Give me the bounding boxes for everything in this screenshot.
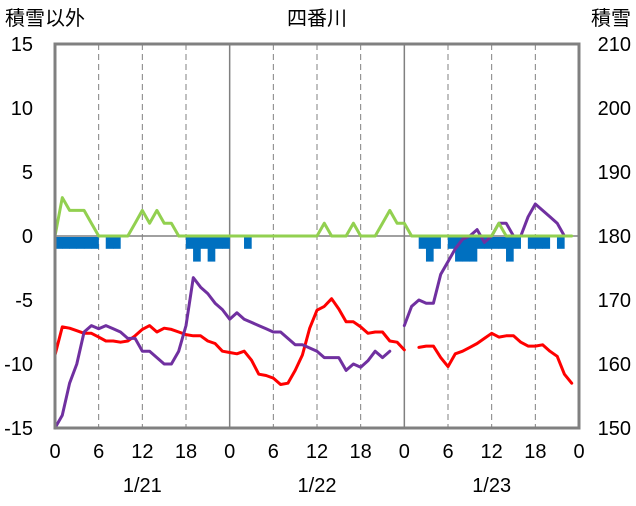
day-label: 1/23 [472, 475, 511, 497]
left-tick-labels: 15 10 5 0 -5 -10 -15 [4, 34, 33, 440]
left-tick-label: 5 [22, 162, 33, 184]
right-tick-label: 180 [598, 226, 631, 248]
precipitation-bar [244, 237, 252, 249]
x-tick-label: 18 [350, 441, 372, 463]
series-line [53, 196, 574, 238]
right-tick-label: 210 [598, 34, 631, 56]
x-tick-label: 12 [306, 441, 328, 463]
day-label: 1/22 [298, 475, 337, 497]
precipitation-bar [105, 237, 114, 249]
left-tick-label: -10 [4, 354, 33, 376]
precipitation-bar [113, 237, 121, 249]
precipitation-bar [69, 237, 78, 249]
x-tick-label: 12 [481, 441, 503, 463]
x-tick-label: 18 [524, 441, 546, 463]
day-label: 1/21 [123, 475, 162, 497]
plot-frame [53, 42, 581, 430]
precipitation-bar [425, 237, 434, 262]
precipitation-bar [469, 237, 478, 262]
precipitation-bar [433, 237, 441, 249]
precipitation-bar [462, 237, 471, 262]
x-tick-label: 6 [442, 441, 453, 463]
series-lines [53, 196, 574, 430]
precipitation-bar [193, 237, 201, 262]
x-tick-label: 0 [224, 441, 235, 463]
precipitation-bar [455, 237, 463, 262]
precipitation-bar [527, 237, 536, 249]
left-tick-label: -5 [15, 290, 33, 312]
left-tick-label: 15 [11, 34, 33, 56]
precipitation-bar [185, 237, 194, 249]
precipitation-bar [418, 237, 427, 249]
right-tick-label: 200 [598, 98, 631, 120]
left-axis-label: 積雪以外 [5, 7, 85, 30]
precipitation-bar [207, 237, 216, 262]
precipitation-bar [491, 237, 500, 249]
x-tick-labels: 0 6 12 18 0 6 12 18 0 6 12 18 0 [49, 441, 584, 463]
precipitation-bar [222, 237, 230, 249]
left-tick-label: 10 [11, 98, 33, 120]
x-tick-label: 18 [175, 441, 197, 463]
precipitation-bar [513, 237, 521, 249]
precipitation-bar [76, 237, 85, 249]
precipitation-bar [83, 237, 92, 249]
precipitation-bar [506, 237, 514, 262]
precipitation-bar [484, 237, 492, 249]
right-tick-label: 150 [598, 418, 631, 440]
left-tick-label: -15 [4, 418, 33, 440]
x-tick-label: 0 [49, 441, 60, 463]
precipitation-bar [542, 237, 551, 249]
precipitation-bar [62, 237, 70, 249]
right-tick-label: 170 [598, 290, 631, 312]
precipitation-bar [447, 237, 456, 249]
series-line [53, 297, 574, 386]
left-tick-label: 0 [22, 226, 33, 248]
precipitation-bar [535, 237, 543, 249]
x-tick-label: 6 [93, 441, 104, 463]
x-tick-label: 0 [399, 441, 410, 463]
right-axis-label: 積雪 [591, 7, 631, 30]
chart-title: 四番川 [287, 7, 347, 30]
precipitation-bar [214, 237, 223, 249]
right-tick-label: 190 [598, 162, 631, 184]
x-tick-label: 12 [131, 441, 153, 463]
right-tick-label: 160 [598, 354, 631, 376]
precipitation-bar [556, 237, 565, 249]
precipitation-bar [476, 237, 485, 249]
precipitation-bars [54, 237, 565, 262]
precipitation-bar [91, 237, 99, 249]
precipitation-bar [498, 237, 507, 249]
x-tick-label: 0 [573, 441, 584, 463]
right-tick-labels: 210 200 190 180 170 160 150 [598, 34, 631, 440]
precipitation-bar [54, 237, 63, 249]
x-tick-label: 6 [268, 441, 279, 463]
precipitation-bar [200, 237, 209, 249]
day-labels: 1/21 1/22 1/23 [123, 475, 511, 497]
series-line [53, 202, 566, 430]
